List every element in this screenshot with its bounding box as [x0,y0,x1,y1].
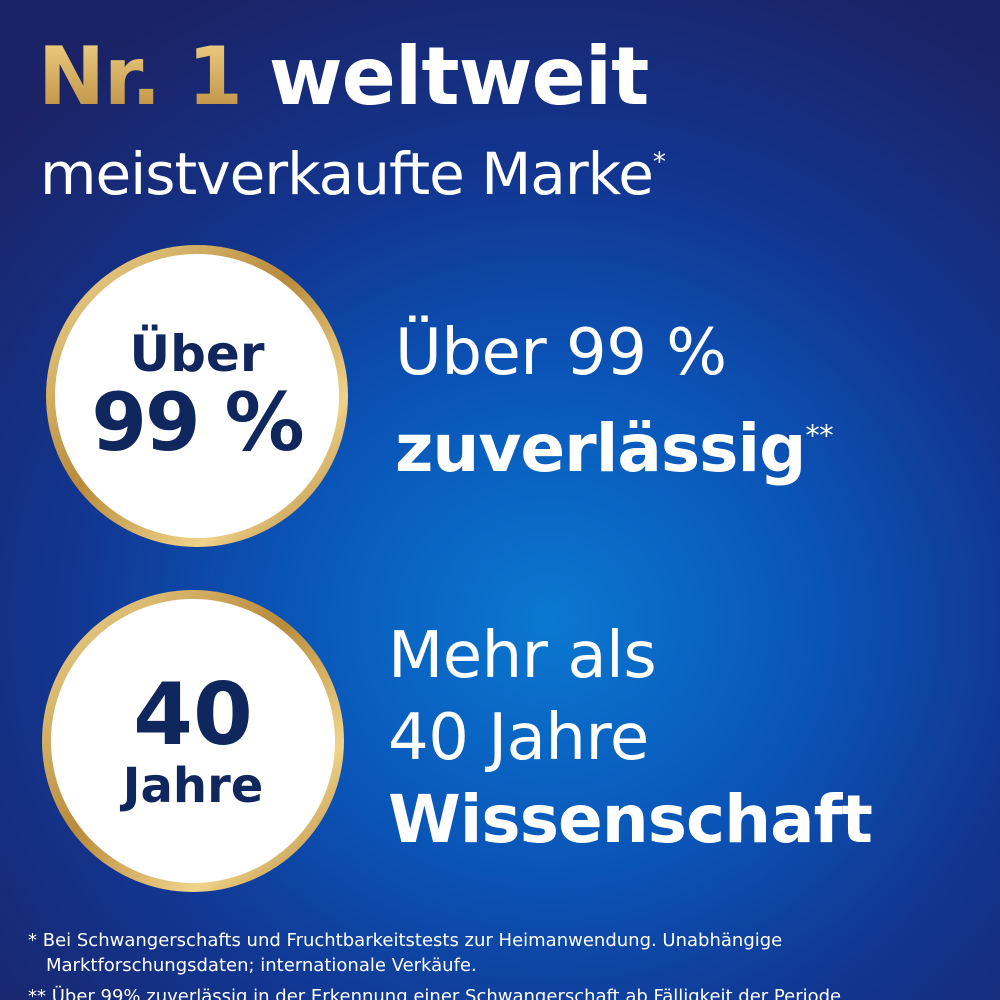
headline: Nr. 1 weltweit [38,30,650,123]
footnote: * Bei Schwangerschafts und Fruchtbarkeit… [28,928,946,978]
subline: meistverkaufte Marke* [40,140,666,208]
footnote-mark: ** [805,418,834,452]
claim: Mehr als 40 Jahre Wissenschaft [388,615,873,862]
claim-line: Mehr als [388,619,657,693]
footnote-text: Bei Schwangerschafts und Fruchtbarkeitst… [42,930,783,976]
footnote: ** Über 99% zuverlässig in der Erkennung… [28,984,946,1000]
badge: 40 Jahre [42,590,344,892]
headline-rest: weltweit [268,30,650,123]
claim-bold: zuverlässig [395,409,806,487]
footnote-mark: * [652,147,666,178]
subline-text: meistverkaufte Marke [40,140,654,208]
headline-highlight: Nr. 1 [38,30,243,123]
footnote-mark: * [28,930,37,951]
claim: Über 99 % zuverlässig** [395,312,834,491]
claim-line: 40 Jahre [388,701,649,775]
claim-line: Über 99 % [395,316,727,390]
badge-bottom: 99 % [91,376,304,469]
badge-top: 40 [133,665,253,765]
claim-bold: Wissenschaft [388,781,873,858]
badge: Über 99 % [46,245,348,547]
footnote-text: Über 99% zuverlässig in der Erkennung ei… [51,986,842,1000]
badge-disc: Über 99 % [55,254,339,538]
footnote-mark: ** [28,986,46,1000]
badge-bottom: Jahre [122,758,264,814]
badge-top: Über [129,325,265,383]
badge-disc: 40 Jahre [51,599,335,883]
